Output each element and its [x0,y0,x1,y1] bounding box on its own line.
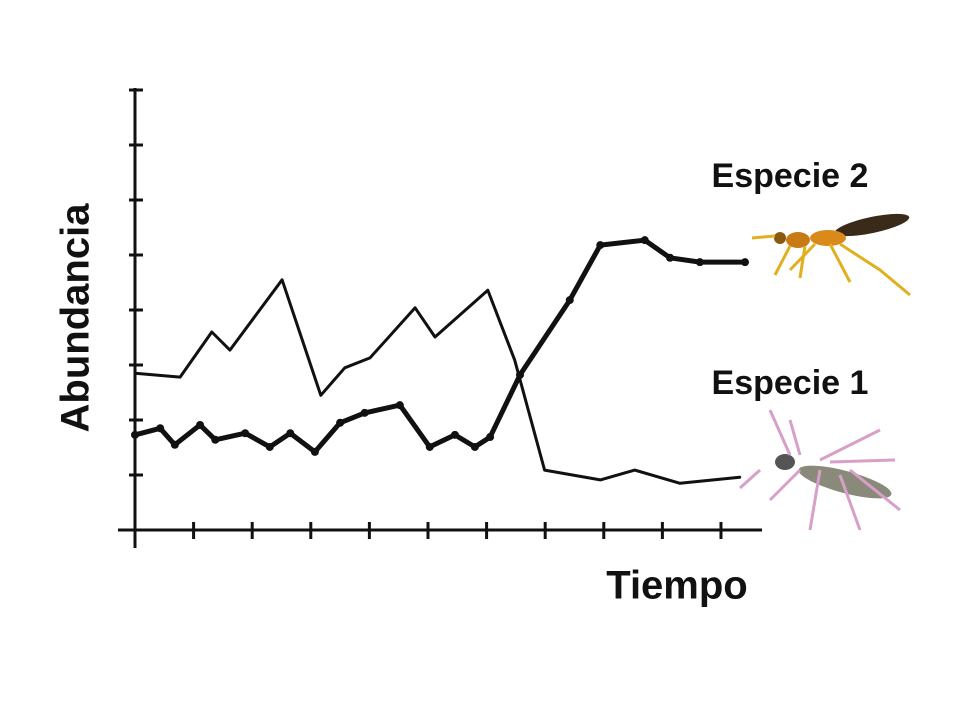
series-point [450,430,459,439]
series-point [170,440,179,449]
series-point [360,408,369,417]
series-point [196,420,205,429]
series-point [211,435,220,444]
x-axis-label: Tiempo [606,564,748,608]
series-point [241,429,250,438]
series-point [156,424,165,433]
series-point [286,429,295,438]
series-point [596,241,605,250]
series-point [565,296,574,305]
series-point [741,258,750,267]
series-point [666,253,675,262]
series-point [486,433,495,442]
series-point [640,236,649,245]
mosquito-icon [738,409,901,531]
series-point [336,418,345,427]
series-point [131,430,139,439]
y-axis-label: Abundancia [54,203,98,433]
series-point [695,258,704,267]
series-point [395,401,404,410]
series-point [265,442,274,451]
series-label: Especie 2 [712,157,869,195]
wasp-icon [751,213,911,297]
series-point [425,442,434,451]
series-label: Especie 1 [712,364,869,402]
series-point [470,442,479,451]
series-line [133,278,742,485]
series-point [310,447,319,456]
series-point [515,370,524,379]
